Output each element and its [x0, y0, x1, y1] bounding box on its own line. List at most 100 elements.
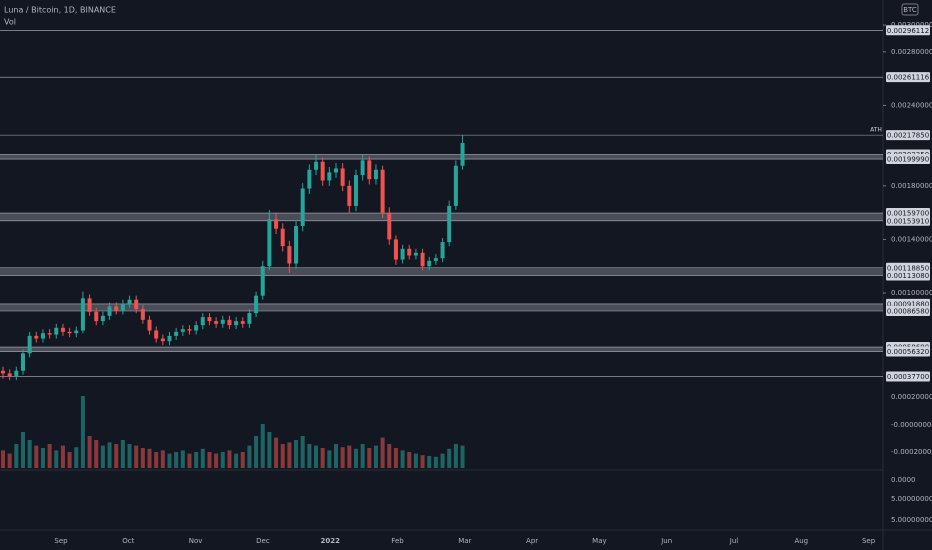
candle-body: [40, 333, 45, 339]
volume-bar: [274, 437, 279, 468]
lower-scale-label: 5.00000000: [891, 516, 932, 524]
candle-body: [234, 321, 239, 326]
price-tag-label: 0.00296112: [887, 27, 929, 35]
lower-scale-label: 0.0000: [891, 476, 916, 484]
volume-bar: [300, 436, 305, 468]
volume-bar: [334, 444, 338, 468]
volume-bar: [120, 440, 125, 468]
x-tick-label: Dec: [256, 537, 270, 545]
volume-bar: [34, 445, 39, 468]
candle-body: [380, 169, 385, 213]
price-tag: [886, 154, 930, 165]
candle-body: [74, 330, 79, 334]
lower-scale-label: 5.00000000: [891, 495, 932, 503]
candle-body: [360, 160, 365, 176]
price-tag-label: 0.00261116: [887, 74, 930, 82]
volume-bar: [360, 444, 365, 468]
price-tag-label: 0.00118850: [887, 264, 929, 272]
volume-bar: [413, 453, 418, 468]
candle-body: [214, 321, 219, 324]
y-tick-label: 0.00140000: [891, 235, 932, 243]
candle-body: [307, 169, 312, 189]
candle-body: [433, 258, 438, 261]
volume-bar: [287, 442, 292, 468]
candle-body: [134, 299, 139, 310]
candle-body: [7, 373, 12, 377]
candle-body: [207, 317, 212, 322]
candle-body: [260, 266, 265, 296]
volume-bar: [367, 448, 372, 468]
candle-body: [107, 306, 112, 316]
volume-bar: [280, 444, 285, 468]
x-tick-label: Mar: [458, 537, 471, 545]
candle-body: [54, 327, 59, 335]
x-tick-label: Feb: [391, 537, 404, 545]
zone: [0, 303, 883, 311]
volume-bar: [87, 436, 92, 468]
volume-bar: [267, 432, 272, 468]
volume-bar: [327, 450, 332, 468]
volume-bar: [80, 396, 85, 468]
volume-bar: [393, 448, 398, 468]
candle-body: [407, 248, 412, 256]
volume-bar: [40, 448, 45, 468]
volume-bar: [380, 437, 385, 468]
candle-body: [27, 335, 32, 354]
volume-bar: [187, 453, 192, 468]
x-tick-label: May: [592, 537, 606, 545]
y-tick-label: 0.00100000: [891, 289, 932, 297]
price-tag: [886, 371, 930, 382]
price-tag: [886, 130, 930, 141]
price-tag-label: 0.00199990: [887, 156, 929, 164]
candle-body: [94, 311, 99, 322]
candle-body: [120, 303, 125, 311]
zone: [0, 267, 883, 276]
price-tag-label: 0.00091880: [887, 300, 929, 308]
candle-body: [100, 315, 105, 322]
candle-body: [320, 161, 325, 181]
price-tag: [886, 25, 930, 36]
x-tick-label: Apr: [526, 537, 538, 545]
candle-body: [340, 168, 345, 186]
candle-body: [240, 321, 245, 324]
price-tag-label: 0.00113080: [887, 272, 929, 280]
candle-body: [160, 338, 165, 342]
candle-body: [367, 160, 372, 180]
volume-bar: [340, 447, 345, 468]
price-tag-label: 0.00159700: [887, 210, 929, 218]
zone: [0, 347, 883, 352]
candle-body: [200, 317, 205, 326]
price-tag-label: 0.00086580: [887, 307, 929, 315]
candle-body: [220, 319, 225, 324]
candle-body: [420, 252, 425, 267]
volume-bar: [60, 445, 65, 468]
candle-body: [300, 188, 305, 227]
volume-bar: [20, 432, 25, 468]
volume-bar: [1, 450, 5, 468]
x-tick-label: Jul: [729, 537, 739, 545]
volume-bar: [114, 444, 119, 468]
volume-scale-label: 0.00020000: [891, 393, 932, 401]
candle-body: [47, 333, 52, 335]
volume-bar: [320, 448, 325, 468]
x-tick-label: Sep: [862, 537, 876, 545]
candle-body: [347, 185, 352, 206]
candle-body: [127, 299, 132, 304]
candle-body: [247, 313, 252, 324]
volume-bar: [194, 452, 199, 468]
volume-bar: [14, 444, 19, 468]
volume-bar: [147, 448, 152, 468]
candle-body: [1, 370, 5, 374]
volume-bar: [453, 444, 458, 468]
volume-bar: [107, 442, 112, 468]
volume-bar: [400, 450, 405, 468]
candle-body: [440, 242, 445, 259]
candle-body: [387, 212, 392, 240]
candle-body: [447, 205, 452, 243]
currency: BTC: [903, 6, 917, 14]
volume-bar: [420, 455, 425, 468]
candle-body: [287, 246, 292, 264]
candle-body: [280, 228, 285, 247]
candle-body: [167, 335, 172, 342]
